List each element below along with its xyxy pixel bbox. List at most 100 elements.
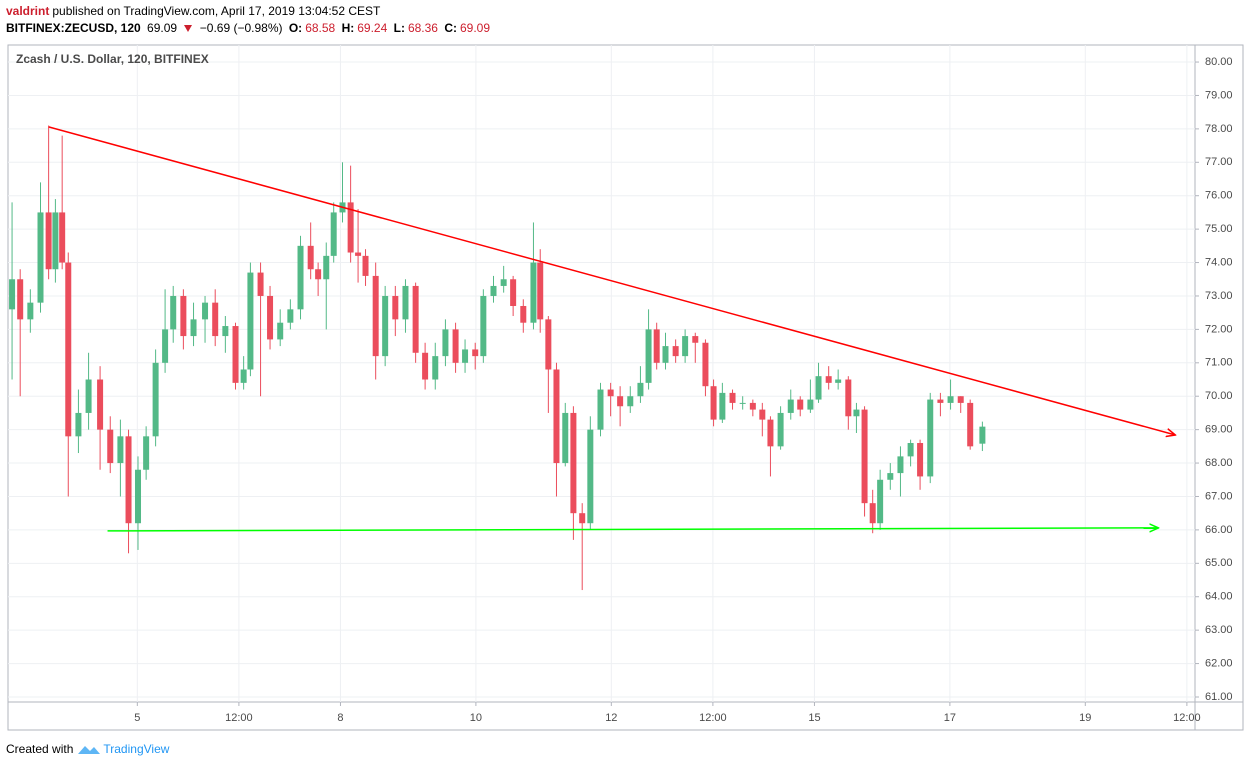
candle-body [520,305,527,323]
header-line: BITFINEX:ZECUSD, 120 69.09 −0.69 (−0.98%… [6,21,493,35]
ohlc-label: C: [444,21,457,35]
x-tick-label: 12:00 [225,712,253,724]
author[interactable]: valdrint [6,4,50,18]
candle-body [979,426,986,444]
candle-body [653,329,660,363]
y-tick-label: 70.00 [1205,390,1233,402]
candle-body [500,279,507,286]
x-tick-label: 15 [808,712,820,724]
candle-body [545,319,552,370]
candle-body [617,396,624,407]
candle-body [480,295,487,357]
logo [78,746,101,754]
y-tick-label: 74.00 [1205,256,1233,268]
trend-line [48,126,1176,435]
y-tick-label: 61.00 [1205,691,1233,703]
y-tick-label: 78.00 [1205,123,1233,135]
y-tick-label: 73.00 [1205,290,1233,302]
symbol: BITFINEX:ZECUSD, 120 [6,21,141,35]
candle-body [307,245,314,270]
candle-body [645,329,652,383]
candle-body [297,245,304,310]
candle-body [637,382,644,397]
candle-body [382,295,389,357]
y-tick-label: 71.00 [1205,357,1233,369]
candle-body [347,202,354,253]
candle-body [257,272,264,296]
last-price: 69.09 [147,21,178,35]
candle-body [853,409,860,417]
candle-body [845,379,852,417]
candle-body [607,389,614,397]
y-tick-label: 79.00 [1205,89,1233,101]
candle-body [372,275,379,357]
footer: Created with TradingView [6,742,169,756]
candle-body [797,399,804,410]
ohlc-value: 69.24 [357,21,388,35]
candle-body [462,349,469,363]
y-tick-label: 77.00 [1205,156,1233,168]
candle-body [222,326,229,337]
y-tick-label: 69.00 [1205,424,1233,436]
ohlc-value: 68.36 [407,21,438,35]
candle-body [587,429,594,524]
candle-body [392,295,399,320]
candle-body [45,212,52,270]
candle-body [672,346,679,357]
candle-body [212,302,219,337]
candle-body [9,279,16,310]
candle-body [472,349,479,357]
candle-body [682,336,689,357]
ohlc-value: 68.58 [305,21,336,35]
candle-body [75,412,82,437]
candle-body [27,302,34,320]
candle-body [152,362,159,437]
candle-body [937,399,944,403]
x-tick-label: 8 [337,712,343,724]
y-tick-label: 76.00 [1205,190,1233,202]
candle-body [202,302,209,320]
candle-body [579,513,586,524]
candle-body [759,409,766,420]
candle-body [739,402,746,404]
candle-body [947,396,954,403]
candle-body [402,285,409,320]
candle-body [135,469,142,524]
candle-body [162,329,169,363]
x-tick-label: 5 [134,712,140,724]
candle-body [597,389,604,430]
candle-body [807,399,814,410]
candle-body [749,402,756,410]
brand[interactable]: TradingView [103,742,170,756]
candle-body [777,412,784,447]
candle-body [897,456,904,474]
candle-body [17,279,24,320]
candle-body [277,322,284,340]
candle-body [422,352,429,380]
candle-body [927,399,934,477]
down-arrow [184,25,193,33]
x-tick-label: 12:00 [699,712,727,724]
legend: Zcash / U.S. Dollar, 120, BITFINEX [16,52,209,66]
candle-body [125,436,132,524]
candle-body [877,479,884,524]
created-with: Created with [6,742,74,756]
x-tick-label: 17 [944,712,956,724]
candle-body [729,392,736,403]
ohlc-value: 69.09 [459,21,491,35]
candle-body [232,326,239,383]
candle-body [710,386,717,420]
candle-body [107,429,114,464]
candle-body [323,255,330,280]
candle-body [719,392,726,420]
y-tick-label: 72.00 [1205,323,1233,335]
x-tick-label: 10 [470,712,482,724]
candle-body [442,329,449,357]
candle-body [835,379,842,383]
y-tick-label: 67.00 [1205,490,1233,502]
candle-body [143,436,150,470]
candle-body [869,503,876,524]
candle-body [537,262,544,320]
candle-body [530,262,537,323]
